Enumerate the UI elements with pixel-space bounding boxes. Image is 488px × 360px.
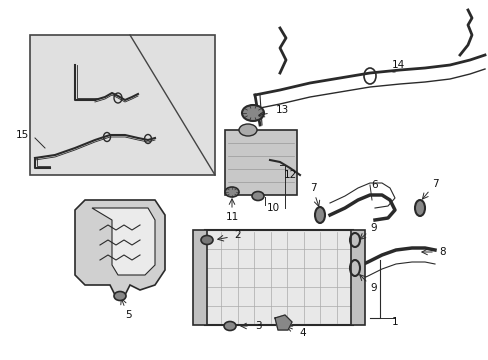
Ellipse shape <box>114 292 126 301</box>
Ellipse shape <box>349 260 359 276</box>
Text: 9: 9 <box>370 223 377 233</box>
Bar <box>204 230 352 325</box>
Ellipse shape <box>201 235 213 244</box>
Text: 7: 7 <box>431 179 437 189</box>
Bar <box>193 230 206 325</box>
Text: 14: 14 <box>390 60 404 70</box>
Ellipse shape <box>242 105 264 121</box>
Ellipse shape <box>251 192 264 201</box>
Text: 8: 8 <box>439 247 446 257</box>
Text: 5: 5 <box>124 310 131 320</box>
Polygon shape <box>274 315 291 330</box>
Ellipse shape <box>349 233 359 247</box>
Ellipse shape <box>224 187 239 197</box>
Text: 4: 4 <box>299 328 305 338</box>
Text: 7: 7 <box>309 183 316 193</box>
Ellipse shape <box>224 321 236 330</box>
Polygon shape <box>75 200 164 295</box>
Bar <box>350 230 364 325</box>
Text: 15: 15 <box>15 130 29 140</box>
Polygon shape <box>30 35 215 175</box>
Ellipse shape <box>239 124 257 136</box>
Text: 3: 3 <box>254 321 261 331</box>
Text: 6: 6 <box>371 180 378 190</box>
Text: 2: 2 <box>234 230 241 240</box>
Text: 12: 12 <box>283 170 296 180</box>
Text: 9: 9 <box>370 283 377 293</box>
Ellipse shape <box>414 200 424 216</box>
Text: 10: 10 <box>266 203 279 213</box>
Bar <box>224 130 296 195</box>
Polygon shape <box>92 208 155 275</box>
Text: 11: 11 <box>225 212 238 222</box>
Ellipse shape <box>314 207 325 223</box>
Text: 13: 13 <box>275 105 288 115</box>
Text: 1: 1 <box>391 317 398 327</box>
